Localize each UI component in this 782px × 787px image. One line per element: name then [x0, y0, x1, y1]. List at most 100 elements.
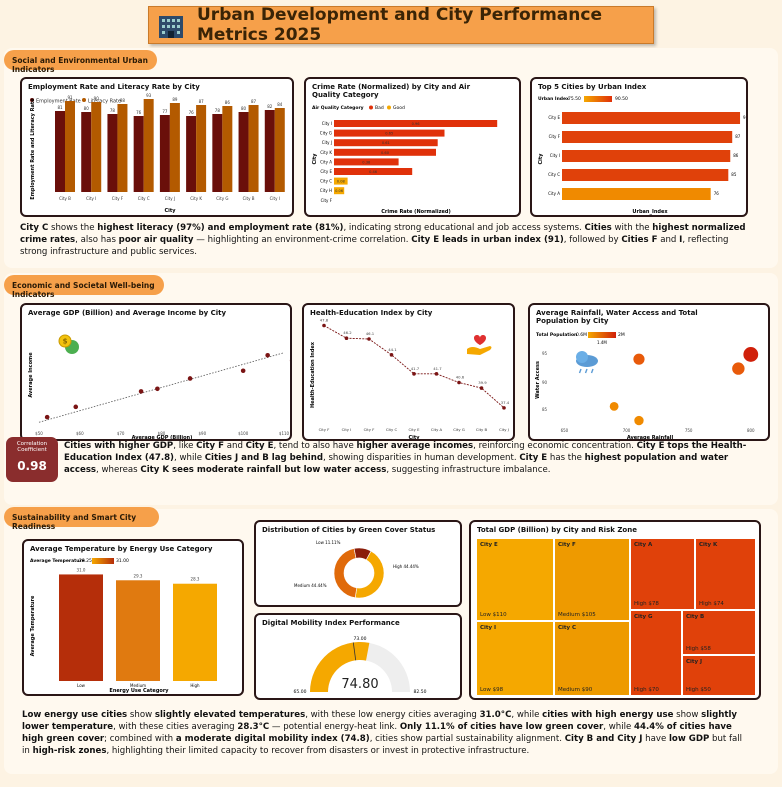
tick-label: City A — [320, 159, 332, 164]
legend-swatch — [30, 98, 34, 102]
bar — [81, 112, 92, 192]
treemap-city: City I — [480, 625, 497, 631]
legend-label: Employment Rate — [36, 99, 81, 105]
treemap-city: City J — [686, 659, 703, 665]
tick-label: City C — [138, 196, 150, 201]
tick-label: $100 — [238, 431, 249, 436]
chart-canvas: 47.8 City F 46.2 City I 46.1 City F 44.1 City C… — [310, 318, 510, 441]
data-label: 41.7 — [433, 366, 442, 371]
crime-rate-chart: Crime Rate (Normalized) by City and Air … — [304, 77, 521, 217]
x-axis-label: Crime Rate (Normalized) — [381, 209, 451, 215]
data-label: 91 — [67, 95, 73, 100]
slice-label: Medium 44.44% — [294, 583, 327, 588]
correlation-value: 0.98 — [17, 459, 47, 474]
y-axis-label: Health-Education Index — [310, 341, 316, 408]
legend-mid: 1.4M — [597, 340, 607, 345]
bar — [334, 168, 413, 175]
data-label: 0.65 — [385, 132, 393, 136]
treemap-city: City K — [699, 542, 718, 548]
chart-title: Top 5 Cities by Urban Index — [538, 83, 647, 91]
insight-text-1: City C shows the highest literacy (97%) … — [20, 223, 746, 257]
data-label: 81 — [57, 105, 63, 110]
tick-label: City B — [476, 427, 488, 432]
section-label-sustainability: Sustainability and Smart City Readiness — [4, 507, 159, 531]
tick-label: City E — [408, 427, 420, 432]
tick-label: City I — [270, 196, 280, 201]
tick-label: City C — [548, 172, 560, 177]
tick-label: City F — [112, 196, 124, 201]
treemap-cell: City A High $78 — [630, 538, 695, 610]
title-banner: Urban Development and City Performance M… — [148, 5, 654, 45]
data-point — [479, 386, 484, 390]
tick-label: 800 — [747, 428, 755, 433]
tick-label: City I — [86, 196, 96, 201]
legend-label: Good — [393, 105, 405, 111]
y-axis-label: City — [312, 153, 318, 165]
x-axis-label: City — [408, 435, 420, 441]
correlation-label: Correlation Coefficient — [16, 441, 48, 454]
treemap-city: City B — [686, 614, 705, 620]
chart-canvas: Employment Rate Literacy Rate 81 91 City B 80… — [30, 93, 285, 214]
section-label-economic: Economic and Societal Well-being Indicat… — [4, 275, 164, 299]
data-label: 86 — [733, 153, 739, 158]
bar — [196, 105, 207, 192]
coin-symbol: $ — [63, 338, 68, 346]
heart-icon — [474, 335, 486, 345]
data-label: 44.1 — [388, 347, 397, 352]
building-icon — [159, 16, 183, 38]
data-point — [138, 389, 144, 394]
bubble — [633, 353, 645, 365]
legend-max: 31.00 — [116, 558, 129, 564]
legend-swatch — [387, 105, 391, 110]
data-label: 78 — [215, 108, 221, 113]
gauge-min: 65.00 — [294, 689, 307, 695]
data-point — [389, 353, 394, 357]
data-point — [240, 368, 246, 374]
health-education-chart: Health-Education Index by City 47.8 City … — [302, 303, 515, 441]
chart-title: Distribution of Cities by Green Cover St… — [262, 526, 436, 534]
trend-line — [38, 352, 285, 423]
gauge-target-label: 73.00 — [354, 636, 367, 642]
bar — [173, 583, 217, 681]
bar — [334, 158, 399, 166]
tick-label: City C — [320, 179, 332, 184]
rain-drop — [578, 368, 582, 374]
y-axis-label: Average Temperature — [30, 595, 36, 656]
tick-label: City C — [386, 427, 398, 432]
tick-label: High — [190, 683, 200, 688]
bar — [65, 101, 75, 192]
tick-label: City J — [499, 427, 509, 432]
bar — [334, 187, 345, 195]
data-label: 76 — [714, 191, 720, 196]
bar — [334, 129, 445, 137]
data-label: 0.08 — [337, 180, 346, 184]
data-point — [344, 336, 349, 341]
tick-label: 90 — [542, 380, 548, 385]
tick-label: 750 — [685, 428, 693, 433]
legend-gradient — [588, 332, 616, 338]
x-axis-label: Average GDP (Billion) — [132, 435, 193, 441]
treemap-value: High $58 — [686, 646, 711, 652]
bubble — [743, 347, 759, 362]
rain-drop — [584, 368, 588, 374]
tick-label: City B — [243, 196, 255, 201]
data-label: 37.4 — [501, 400, 510, 405]
legend-min: 28.25 — [79, 558, 92, 564]
data-label: 80 — [84, 106, 90, 111]
y-axis-label: Employment Rate and Literacy Rate — [30, 98, 36, 200]
bar — [55, 111, 65, 192]
treemap-area: City E Low $110 City F Medium $105 City A Hig… — [476, 538, 756, 696]
x-axis-label: Urban_Index — [632, 209, 668, 215]
treemap-value: High $74 — [699, 601, 724, 607]
tick-label: $90 — [199, 431, 207, 436]
data-label: 46.1 — [366, 331, 375, 336]
tick-label: Medium — [130, 683, 146, 688]
data-label: 91 — [743, 115, 748, 120]
tick-label: City F — [321, 198, 333, 203]
data-label: 76 — [136, 110, 142, 115]
treemap-city: City G — [634, 614, 653, 620]
gdp-risk-treemap: Total GDP (Billion) by City and Risk Zon… — [469, 520, 761, 700]
bar — [248, 105, 259, 192]
chart-title: Crime Rate (Normalized) by City and Air … — [312, 83, 471, 100]
treemap-city: City F — [558, 542, 576, 548]
